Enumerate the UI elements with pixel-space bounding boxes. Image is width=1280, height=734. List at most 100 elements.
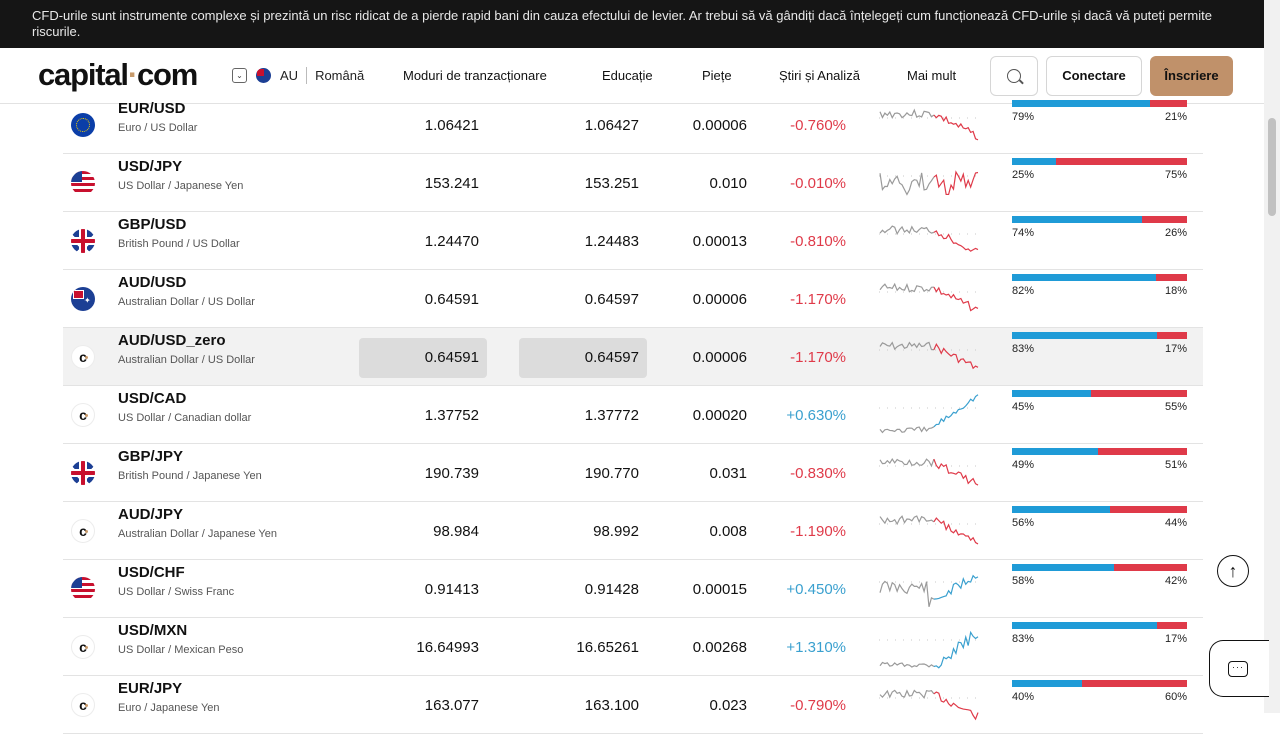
nav-markets[interactable]: Piețe: [702, 68, 732, 83]
sell-price-button[interactable]: 0.91413: [424, 581, 479, 598]
buy-price-button[interactable]: 1.06427: [584, 117, 639, 134]
sellers-percent: 44%: [1164, 517, 1187, 529]
market-symbol[interactable]: AUD/USD: [118, 274, 187, 291]
market-name: Australian Dollar / US Dollar: [118, 354, 255, 366]
sell-price-button[interactable]: 0.64591: [424, 291, 479, 308]
change-value: +0.630%: [786, 407, 846, 424]
market-row[interactable]: AUD/USD Australian Dollar / US Dollar 0.…: [63, 270, 1203, 328]
sell-price-button[interactable]: 0.64591: [359, 338, 487, 378]
search-button[interactable]: [990, 56, 1038, 96]
change-value: -1.170%: [790, 291, 846, 308]
search-icon: [1007, 69, 1021, 83]
scrollbar-thumb[interactable]: [1268, 118, 1276, 216]
sparkline-history: [879, 341, 934, 351]
signup-button[interactable]: Înscriere: [1150, 56, 1233, 96]
market-row[interactable]: c USD/CAD US Dollar / Canadian dollar 1.…: [63, 386, 1203, 444]
change-value: -1.190%: [790, 523, 846, 540]
buy-price-button[interactable]: 1.24483: [584, 233, 639, 250]
spread-value: 0.00015: [692, 581, 747, 598]
market-symbol[interactable]: USD/CHF: [118, 564, 185, 581]
market-symbol[interactable]: USD/CAD: [118, 390, 187, 407]
market-symbol[interactable]: GBP/USD: [118, 216, 187, 233]
country-code: AU: [280, 68, 299, 83]
buy-price-button[interactable]: 0.64597: [584, 291, 639, 308]
chat-button[interactable]: ···: [1209, 640, 1269, 697]
buy-price-button[interactable]: 0.64597: [519, 338, 647, 378]
sparkline-chart: [879, 689, 979, 721]
sentiment-bar: [1012, 274, 1187, 281]
market-row[interactable]: EUR/USD Euro / US Dollar 1.06421 1.06427…: [63, 100, 1203, 154]
sellers-percent: 21%: [1164, 111, 1187, 123]
market-row[interactable]: GBP/USD British Pound / US Dollar 1.2447…: [63, 212, 1203, 270]
sell-price-button[interactable]: 190.739: [424, 465, 479, 482]
nav-trading-modes[interactable]: Moduri de tranzacționare: [403, 68, 547, 83]
markets-table: EUR/USD Euro / US Dollar 1.06421 1.06427…: [63, 100, 1203, 734]
sparkline-recent: [933, 230, 979, 252]
market-row[interactable]: USD/JPY US Dollar / Japanese Yen 153.241…: [63, 154, 1203, 212]
risk-warning-text: CFD-urile sunt instrumente complexe și p…: [32, 8, 1212, 39]
buy-price-button[interactable]: 1.37772: [584, 407, 639, 424]
market-row[interactable]: GBP/JPY British Pound / Japanese Yen 190…: [63, 444, 1203, 502]
capital-logo-icon: c: [71, 403, 95, 427]
sentiment-bar: [1012, 448, 1187, 455]
nav-news-analysis[interactable]: Știri și Analiză: [779, 68, 860, 83]
client-sentiment: 83% 17%: [1012, 622, 1187, 647]
market-row[interactable]: c EUR/JPY Euro / Japanese Yen 163.077 16…: [63, 676, 1203, 734]
buy-price-button[interactable]: 16.65261: [576, 639, 639, 656]
language-label[interactable]: Română: [315, 68, 365, 83]
buy-price-button[interactable]: 153.251: [584, 175, 639, 192]
market-symbol[interactable]: GBP/JPY: [118, 448, 184, 465]
market-row[interactable]: USD/CHF US Dollar / Swiss Franc 0.91413 …: [63, 560, 1203, 618]
market-row[interactable]: c AUD/USD_zero Australian Dollar / US Do…: [63, 328, 1203, 386]
sparkline-history: [879, 282, 934, 293]
buy-price-button[interactable]: 163.100: [584, 697, 639, 714]
buy-price-button[interactable]: 0.91428: [584, 581, 639, 598]
login-button[interactable]: Conectare: [1046, 56, 1142, 96]
change-value: +0.450%: [786, 581, 846, 598]
buy-price-button[interactable]: 190.770: [584, 465, 639, 482]
sell-price-button[interactable]: 153.241: [424, 175, 479, 192]
spread-value: 0.00020: [692, 407, 747, 424]
market-symbol[interactable]: AUD/JPY: [118, 506, 184, 523]
buy-price-button[interactable]: 98.992: [593, 523, 639, 540]
sparkline-recent: [933, 342, 979, 370]
market-symbol[interactable]: USD/JPY: [118, 158, 183, 175]
sparkline-history: [879, 225, 935, 236]
sparkline-history: [879, 426, 935, 434]
sentiment-bar: [1012, 158, 1187, 165]
sparkline-recent: [933, 574, 979, 600]
scroll-to-top-button[interactable]: ↑: [1217, 555, 1249, 587]
market-symbol[interactable]: EUR/JPY: [118, 680, 183, 697]
nav-more[interactable]: Mai mult: [907, 68, 957, 83]
sell-price-button[interactable]: 1.24470: [424, 233, 479, 250]
market-symbol[interactable]: USD/MXN: [118, 622, 188, 639]
spread-value: 0.00006: [692, 291, 747, 308]
market-symbol[interactable]: AUD/USD_zero: [118, 332, 226, 349]
sparkline-recent: [933, 691, 979, 721]
site-header: capital·com ⌄ AU Română Moduri de tranza…: [0, 48, 1264, 104]
divider: [306, 67, 308, 84]
client-sentiment: 82% 18%: [1012, 274, 1187, 299]
sell-price-button[interactable]: 98.984: [433, 523, 479, 540]
market-row[interactable]: c USD/MXN US Dollar / Mexican Peso 16.64…: [63, 618, 1203, 676]
sellers-percent: 18%: [1164, 285, 1187, 297]
nav-education[interactable]: Educație: [602, 68, 653, 83]
sparkline-chart: [879, 394, 979, 434]
change-value: -0.010%: [790, 175, 846, 192]
capital-logo[interactable]: capital·com: [38, 57, 198, 93]
sell-price-button[interactable]: 1.06421: [424, 117, 479, 134]
sentiment-bar: [1012, 100, 1187, 107]
chevron-down-icon[interactable]: ⌄: [232, 68, 247, 83]
region-selector[interactable]: ⌄ AU Română: [232, 67, 364, 84]
sell-price-button[interactable]: 1.37752: [424, 407, 479, 424]
market-name: Euro / US Dollar: [118, 122, 198, 134]
buyers-percent: 82%: [1012, 285, 1035, 297]
sell-price-button[interactable]: 16.64993: [416, 639, 479, 656]
spread-value: 0.010: [709, 175, 747, 192]
sell-price-button[interactable]: 163.077: [424, 697, 479, 714]
client-sentiment: 79% 21%: [1012, 100, 1187, 125]
page-scrollbar[interactable]: [1264, 0, 1280, 713]
sentiment-bar: [1012, 680, 1187, 687]
market-row[interactable]: c AUD/JPY Australian Dollar / Japanese Y…: [63, 502, 1203, 560]
market-symbol[interactable]: EUR/USD: [118, 100, 186, 117]
